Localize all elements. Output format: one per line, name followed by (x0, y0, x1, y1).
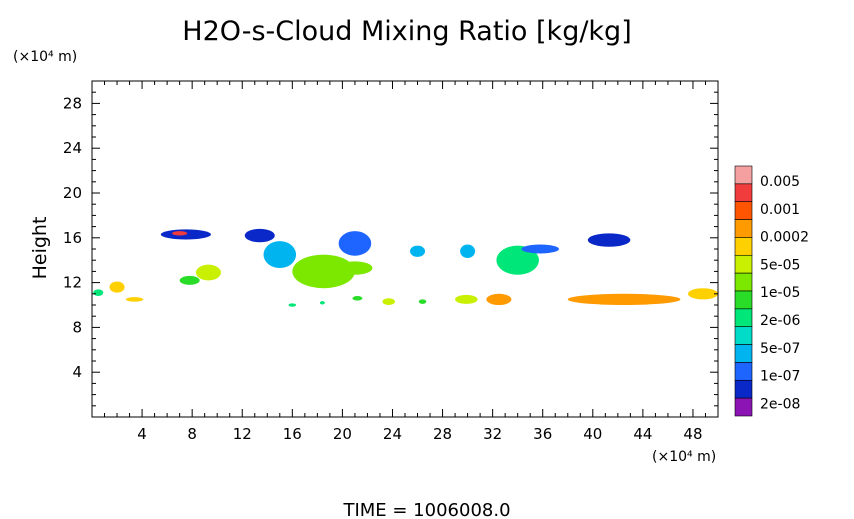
cloud-region-16 (587, 233, 631, 247)
cloud-region-10 (338, 231, 372, 256)
colorbar-swatch (734, 272, 753, 292)
colorbar-label: 0.0002 (760, 230, 809, 246)
cloud-region-19 (352, 296, 363, 301)
cloud-region-5 (179, 275, 200, 285)
y-tick-label: 12 (63, 274, 82, 292)
cloud-region-2 (125, 297, 144, 302)
cloud-region-25 (687, 288, 718, 300)
cloud-region-1 (109, 281, 125, 293)
cloud-region-18 (319, 301, 325, 305)
cloud-region-9 (292, 254, 355, 289)
colorbar-swatch (734, 344, 753, 363)
y-tick-label: 16 (63, 229, 82, 247)
chart-title: H2O-s-Cloud Mixing Ratio [kg/kg] (182, 16, 631, 47)
colorbar-swatch (734, 290, 753, 310)
x-tick-label: 40 (583, 425, 602, 443)
x-tick-label: 4 (137, 425, 147, 443)
colorbar-swatch (734, 219, 753, 238)
cloud-region-7 (244, 228, 275, 243)
x-tick-label: 24 (383, 425, 402, 443)
cloud-region-17 (288, 303, 297, 307)
y-tick-label: 20 (63, 184, 82, 202)
x-tick-label: 44 (633, 425, 652, 443)
y-axis-ticks: 4 8 12 16 20 24 28 (63, 91, 718, 407)
x-tick-label: 28 (433, 425, 452, 443)
colorbar-swatch (734, 326, 753, 345)
cloud-region-23 (486, 293, 512, 305)
y-unit-label: (×10⁴ m) (13, 49, 77, 65)
colorbar-swatch (734, 165, 753, 185)
x-axis-ticks: 4 8 12 16 20 24 28 32 36 40 44 48 (104, 81, 706, 443)
cloud-region-14 (496, 245, 539, 275)
colorbar-label: 1e-05 (760, 285, 800, 301)
colorbar-swatch (734, 183, 753, 203)
plot-frame (91, 80, 719, 418)
colorbar-swatch (734, 237, 753, 256)
cloud-region-4 (172, 231, 188, 236)
x-tick-label: 20 (333, 425, 352, 443)
x-tick-label: 8 (187, 425, 197, 443)
cloud-region-13 (460, 244, 476, 258)
colorbar-label: 2e-08 (760, 396, 800, 412)
colorbar-label: 0.001 (760, 202, 800, 218)
time-footer: TIME = 1006008.0 (342, 500, 510, 519)
cloud-region-21 (418, 299, 427, 304)
x-tick-label: 48 (683, 425, 702, 443)
colorbar-swatch (734, 379, 753, 399)
cloud-region-11 (337, 261, 373, 275)
colorbar-label: 1e-07 (760, 369, 800, 385)
colorbar-swatch (734, 308, 753, 328)
x-tick-label: 32 (483, 425, 502, 443)
x-tick-label: 12 (233, 425, 252, 443)
cloud-region-22 (455, 294, 478, 304)
cloud-region-0 (93, 289, 104, 297)
colorbar-label: 2e-06 (760, 313, 800, 329)
cloud-region-12 (410, 245, 426, 257)
y-tick-label: 24 (63, 139, 82, 157)
cloud-region-15 (521, 244, 559, 254)
cloud-region-24 (567, 293, 681, 305)
y-tick-label: 4 (72, 363, 82, 381)
cloud-region-20 (382, 298, 395, 306)
y-tick-label: 8 (72, 318, 82, 336)
y-tick-label: 28 (63, 94, 82, 112)
colorbar: 0.005 0.001 0.0002 5e-05 1e-05 2e-06 5e-07 1e-0… (734, 165, 809, 417)
cloud-regions (93, 228, 718, 307)
x-tick-label: 16 (283, 425, 302, 443)
colorbar-swatch (734, 397, 753, 417)
colorbar-label: 0.005 (760, 174, 800, 190)
colorbar-swatch (734, 254, 753, 274)
y-axis-label: Height (29, 217, 51, 280)
colorbar-swatch (734, 362, 753, 381)
cloud-region-8 (263, 241, 297, 269)
x-unit-label: (×10⁴ m) (652, 449, 716, 465)
colorbar-label: 5e-05 (760, 257, 800, 273)
cloud-region-6 (195, 264, 221, 281)
colorbar-label: 5e-07 (760, 341, 800, 357)
x-tick-label: 36 (533, 425, 552, 443)
colorbar-swatch (734, 201, 753, 220)
